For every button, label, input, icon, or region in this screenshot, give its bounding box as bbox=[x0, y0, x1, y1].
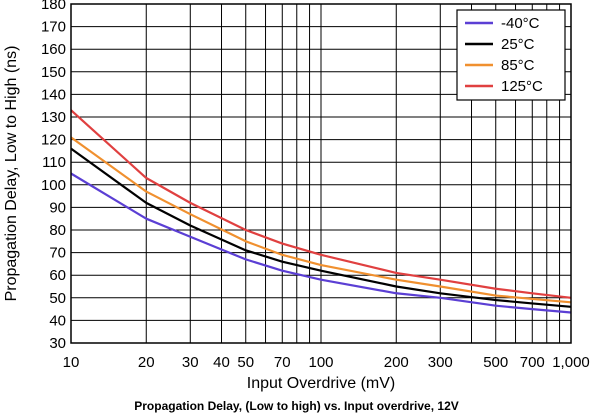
y-tick-label: 110 bbox=[42, 154, 66, 171]
y-tick-label: 140 bbox=[41, 86, 66, 103]
series-line bbox=[70, 136, 572, 304]
legend-label: 85°C bbox=[501, 57, 535, 74]
chart: 30 40 50 60 70 80 90 100 110 120 130 140 150 160 170 18… bbox=[3, 0, 590, 392]
x-tick-label: 500 bbox=[483, 354, 508, 371]
x-tick-label: 70 bbox=[274, 354, 291, 371]
y-tick-label: 160 bbox=[41, 41, 66, 58]
legend-label: -40°C bbox=[501, 15, 540, 32]
y-tick-label: 50 bbox=[49, 290, 66, 307]
x-tick-label: 50 bbox=[237, 354, 254, 371]
x-tick-label: 200 bbox=[384, 354, 409, 371]
y-tick-label: 180 bbox=[41, 0, 66, 13]
legend-label: 25°C bbox=[501, 36, 535, 53]
y-tick-label: 150 bbox=[41, 64, 66, 81]
y-tick-label: 100 bbox=[41, 177, 66, 194]
x-axis-title: Input Overdrive (mV) bbox=[247, 375, 395, 392]
y-tick-label: 130 bbox=[41, 109, 66, 126]
series-lines bbox=[70, 109, 572, 314]
y-tick-label: 90 bbox=[49, 199, 66, 216]
plot-frame bbox=[70, 3, 572, 344]
chart-caption: Propagation Delay, (Low to high) vs. Inp… bbox=[134, 399, 459, 413]
y-tick-label: 120 bbox=[41, 132, 66, 149]
legend-label: 125°C bbox=[501, 78, 543, 95]
x-tick-label: 40 bbox=[213, 354, 230, 371]
y-tick-label: 80 bbox=[49, 222, 66, 239]
series-line bbox=[70, 147, 572, 308]
x-tick-label: 300 bbox=[428, 354, 453, 371]
y-tick-label: 40 bbox=[49, 312, 66, 329]
y-tick-label: 30 bbox=[49, 335, 66, 352]
legend: -40°C 25°C 85°C 125°C bbox=[456, 9, 566, 101]
y-axis-title: Propagation Delay, Low to High (ns) bbox=[3, 46, 20, 302]
x-tick-label: 30 bbox=[182, 354, 199, 371]
x-tick-label: 20 bbox=[138, 354, 155, 371]
x-tick-label: 700 bbox=[520, 354, 545, 371]
x-tick-label: 100 bbox=[308, 354, 333, 371]
series-line bbox=[70, 172, 572, 314]
y-tick-label: 170 bbox=[41, 19, 66, 36]
series-line bbox=[70, 109, 572, 299]
y-tick-label: 70 bbox=[49, 245, 66, 262]
x-tick-label: 10 bbox=[63, 354, 80, 371]
x-tick-label: 1,000 bbox=[552, 354, 590, 371]
y-tick-label: 60 bbox=[49, 267, 66, 284]
tick-labels: 30 40 50 60 70 80 90 100 110 120 130 140 150 160 170 18… bbox=[41, 0, 590, 371]
